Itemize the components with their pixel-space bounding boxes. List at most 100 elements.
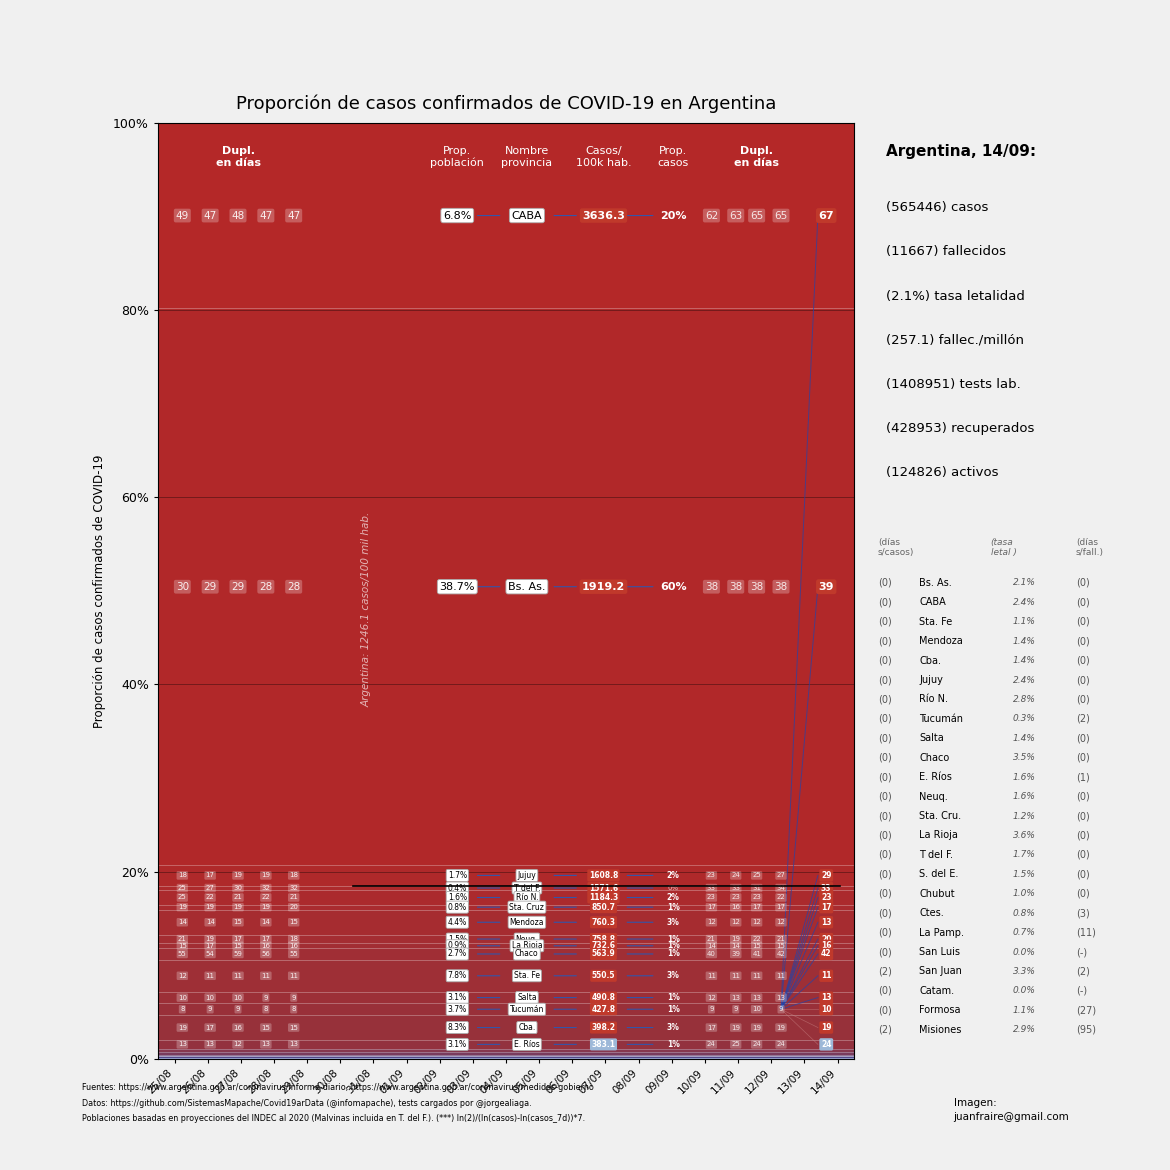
Text: 30: 30 — [234, 885, 242, 892]
Text: 39: 39 — [819, 581, 834, 592]
Text: 22: 22 — [752, 936, 761, 942]
Text: 27: 27 — [206, 885, 214, 892]
Text: 19: 19 — [261, 904, 270, 910]
Text: 17: 17 — [777, 904, 785, 910]
Text: 9: 9 — [208, 1006, 213, 1012]
Text: T del F.: T del F. — [920, 849, 954, 860]
Text: 1%: 1% — [667, 950, 680, 958]
Text: 21: 21 — [178, 936, 187, 942]
Text: 42: 42 — [777, 951, 785, 957]
Text: 17: 17 — [234, 936, 242, 942]
Text: 9: 9 — [236, 1006, 240, 1012]
Text: 23: 23 — [731, 895, 741, 901]
Text: 10: 10 — [752, 1006, 762, 1012]
Text: 383.1: 383.1 — [592, 1040, 615, 1048]
Text: E. Ríos: E. Ríos — [514, 1040, 539, 1048]
Text: 20%: 20% — [660, 211, 687, 221]
Text: (1408951) tests lab.: (1408951) tests lab. — [886, 378, 1021, 391]
Text: Casos/
100k hab.: Casos/ 100k hab. — [576, 146, 632, 167]
Text: 28: 28 — [260, 581, 273, 592]
Text: (0): (0) — [1076, 752, 1089, 763]
Text: (0): (0) — [1076, 598, 1089, 607]
Text: 1.0%: 1.0% — [1012, 889, 1035, 899]
Text: 39: 39 — [731, 951, 741, 957]
Text: 3%: 3% — [667, 971, 680, 980]
Text: 14: 14 — [206, 920, 214, 925]
Text: 19: 19 — [731, 1025, 741, 1031]
Text: 14: 14 — [731, 943, 741, 949]
Text: 1.6%: 1.6% — [448, 893, 467, 902]
Text: 12: 12 — [234, 1041, 242, 1047]
Text: 19: 19 — [178, 904, 187, 910]
Text: 13: 13 — [261, 1041, 270, 1047]
Text: 0.4%: 0.4% — [448, 883, 467, 893]
Text: 20: 20 — [821, 935, 832, 943]
Text: 3.5%: 3.5% — [1012, 753, 1035, 762]
Text: 13: 13 — [289, 1041, 298, 1047]
Text: (0): (0) — [1076, 811, 1089, 821]
Text: (0): (0) — [1076, 792, 1089, 801]
Text: 12: 12 — [178, 972, 187, 979]
Text: 17: 17 — [707, 1025, 716, 1031]
Text: 38: 38 — [729, 581, 743, 592]
Text: (tasa
letal ): (tasa letal ) — [991, 538, 1017, 557]
Text: 13: 13 — [821, 993, 832, 1002]
Text: 1.5%: 1.5% — [1012, 869, 1035, 879]
Text: 33: 33 — [707, 885, 716, 892]
Text: Cba.: Cba. — [920, 655, 941, 666]
Text: (0): (0) — [878, 598, 892, 607]
Text: 3.7%: 3.7% — [448, 1005, 467, 1013]
Text: 15: 15 — [234, 943, 242, 949]
Y-axis label: Proporción de casos confirmados de COVID-19: Proporción de casos confirmados de COVID… — [94, 454, 106, 728]
Text: S. del E.: S. del E. — [920, 869, 958, 880]
Text: 15: 15 — [261, 1025, 270, 1031]
Text: La Rioja: La Rioja — [511, 942, 542, 950]
Text: Bs. As.: Bs. As. — [508, 581, 545, 592]
Text: 23: 23 — [752, 895, 761, 901]
Text: 20: 20 — [289, 904, 298, 910]
Text: 9: 9 — [263, 994, 268, 1000]
Text: 15: 15 — [234, 920, 242, 925]
Text: 22: 22 — [261, 895, 270, 901]
Text: 18: 18 — [178, 873, 187, 879]
Text: Nombre
provincia: Nombre provincia — [502, 146, 552, 167]
Text: 24: 24 — [731, 873, 741, 879]
Text: Misiones: Misiones — [920, 1025, 962, 1034]
Text: 40: 40 — [707, 951, 716, 957]
Text: Imagen:: Imagen: — [954, 1097, 997, 1108]
Text: 1571.6: 1571.6 — [589, 883, 618, 893]
Text: 13: 13 — [777, 994, 785, 1000]
Text: Prop.
población: Prop. población — [431, 146, 484, 168]
Text: 59: 59 — [234, 951, 242, 957]
Text: 15: 15 — [178, 943, 187, 949]
Text: 25: 25 — [178, 885, 187, 892]
Text: 63: 63 — [729, 211, 743, 221]
Text: 22: 22 — [206, 895, 214, 901]
Text: 2.9%: 2.9% — [1012, 1025, 1035, 1034]
Text: 11: 11 — [206, 972, 214, 979]
Text: 12: 12 — [777, 920, 785, 925]
Text: Chaco: Chaco — [920, 752, 949, 763]
Text: 14: 14 — [261, 920, 270, 925]
Text: 22: 22 — [777, 895, 785, 901]
Text: 60%: 60% — [660, 581, 687, 592]
Text: 17: 17 — [206, 943, 214, 949]
Text: (0): (0) — [878, 772, 892, 783]
Text: 16: 16 — [289, 943, 298, 949]
Text: 25: 25 — [178, 895, 187, 901]
Text: 9: 9 — [734, 1006, 738, 1012]
Text: 19: 19 — [777, 1025, 785, 1031]
Text: 1.5%: 1.5% — [448, 935, 467, 943]
Text: Chaco: Chaco — [515, 950, 538, 958]
Text: San Luis: San Luis — [920, 947, 961, 957]
Text: 24: 24 — [777, 1041, 785, 1047]
Text: 8.3%: 8.3% — [448, 1023, 467, 1032]
Text: Sta. Cruz: Sta. Cruz — [509, 902, 544, 911]
Text: 9: 9 — [779, 1006, 783, 1012]
Text: 19: 19 — [234, 873, 242, 879]
Text: 2.8%: 2.8% — [1012, 695, 1035, 704]
Text: 18: 18 — [289, 936, 298, 942]
Text: 3%: 3% — [667, 1023, 680, 1032]
Text: 1184.3: 1184.3 — [589, 893, 618, 902]
Text: 1.4%: 1.4% — [1012, 636, 1035, 646]
